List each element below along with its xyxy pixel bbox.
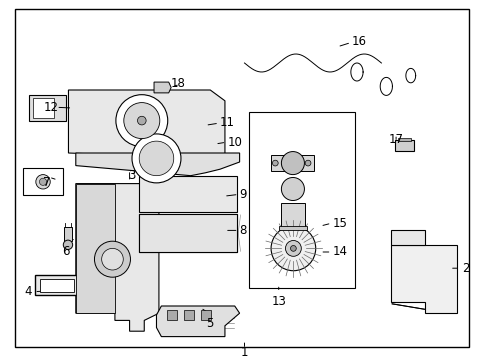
Polygon shape [76, 184, 159, 331]
Circle shape [281, 177, 304, 201]
Text: 8: 8 [239, 224, 246, 237]
Circle shape [137, 116, 146, 125]
Bar [139, 214, 237, 252]
Text: 10: 10 [227, 136, 242, 149]
Circle shape [102, 248, 123, 270]
Text: 9: 9 [239, 188, 246, 201]
Text: 14: 14 [332, 246, 347, 258]
Text: 3: 3 [128, 169, 136, 182]
Circle shape [116, 95, 167, 147]
Text: 18: 18 [171, 77, 185, 90]
Bar [33, 98, 54, 118]
Polygon shape [76, 153, 239, 176]
Bar [249, 112, 354, 288]
Circle shape [285, 240, 301, 256]
Text: 11: 11 [220, 116, 235, 129]
Polygon shape [68, 90, 224, 158]
Text: 2: 2 [461, 262, 468, 275]
Bar [167, 310, 177, 320]
Circle shape [281, 152, 304, 175]
Text: 12: 12 [44, 101, 59, 114]
Polygon shape [154, 82, 171, 93]
Circle shape [290, 246, 296, 251]
Bar [139, 214, 237, 252]
Bar [139, 176, 237, 212]
Bar [397, 138, 410, 141]
Text: 6: 6 [62, 245, 70, 258]
Circle shape [132, 134, 181, 183]
Circle shape [272, 160, 278, 166]
Circle shape [305, 160, 310, 166]
Bar [394, 140, 413, 151]
Bar [35, 275, 79, 295]
Bar [278, 226, 306, 230]
Text: 17: 17 [388, 133, 403, 146]
Circle shape [139, 141, 173, 176]
Text: 16: 16 [351, 35, 366, 48]
Bar [40, 279, 74, 292]
Text: 5: 5 [206, 317, 214, 330]
Circle shape [94, 241, 130, 277]
Circle shape [63, 240, 73, 249]
Polygon shape [390, 245, 456, 313]
Text: 7: 7 [42, 176, 50, 189]
Polygon shape [156, 306, 239, 337]
Bar [201, 310, 211, 320]
Bar [29, 95, 66, 121]
Polygon shape [390, 230, 425, 245]
Bar [280, 203, 305, 227]
Circle shape [270, 226, 315, 271]
Circle shape [123, 103, 160, 139]
Bar [271, 155, 314, 171]
Polygon shape [76, 184, 115, 313]
Circle shape [40, 178, 46, 185]
Text: 1: 1 [240, 346, 248, 359]
Text: 15: 15 [332, 217, 346, 230]
Bar [23, 168, 62, 195]
Circle shape [36, 175, 50, 189]
Bar [63, 227, 72, 241]
Text: 4: 4 [24, 285, 32, 298]
Text: 13: 13 [271, 295, 285, 308]
Bar [184, 310, 194, 320]
